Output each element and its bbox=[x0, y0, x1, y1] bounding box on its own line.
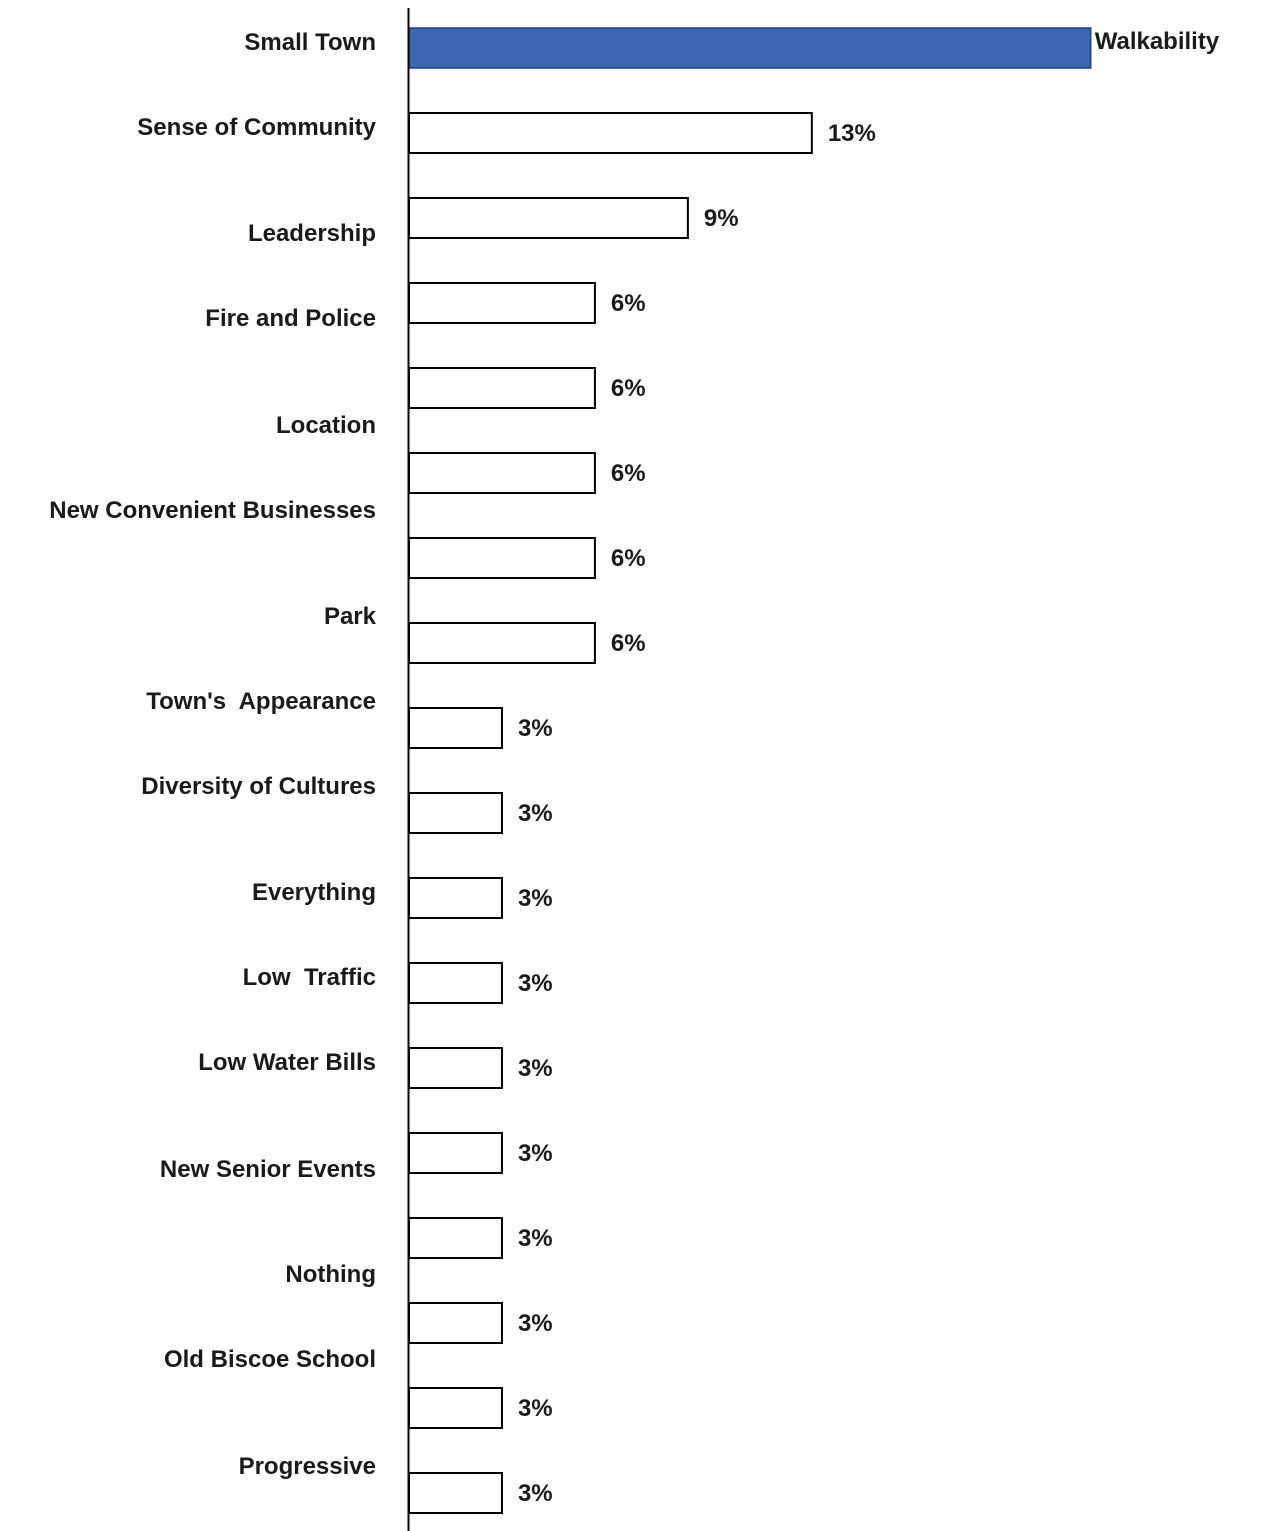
category-label: New Senior Events bbox=[160, 1156, 376, 1183]
bar bbox=[408, 962, 503, 1004]
category-label: Location bbox=[276, 412, 376, 439]
bar-value-label: 3% bbox=[518, 715, 553, 742]
category-label: Fire and Police bbox=[205, 305, 376, 332]
bar-value-label: 13% bbox=[828, 120, 876, 147]
bar bbox=[408, 112, 813, 154]
bar bbox=[408, 282, 596, 324]
category-label: Leadership bbox=[248, 220, 376, 247]
bar-value-label: 3% bbox=[518, 1310, 553, 1337]
category-label: Diversity of Cultures bbox=[141, 773, 376, 800]
bar bbox=[408, 452, 596, 494]
bar bbox=[408, 537, 596, 579]
category-label: Nothing bbox=[285, 1261, 376, 1288]
category-label: Sense of Community bbox=[137, 114, 376, 141]
category-label: Park bbox=[324, 603, 377, 630]
bar-value-label: 6% bbox=[611, 375, 646, 402]
bar-value-label: 3% bbox=[518, 1480, 553, 1507]
category-label: Everything bbox=[252, 879, 376, 906]
bar bbox=[408, 1132, 503, 1174]
bar bbox=[408, 367, 596, 409]
bar-value-label: 9% bbox=[704, 205, 739, 232]
bar bbox=[408, 707, 503, 749]
bar bbox=[408, 622, 596, 664]
bar-value-label: Walkability bbox=[1095, 28, 1220, 55]
category-labels: Small Town Sense of Community Leadership Fi… bbox=[49, 29, 376, 1480]
bar-value-label: 6% bbox=[611, 630, 646, 657]
category-label: New Convenient Businesses bbox=[49, 497, 376, 524]
bar bbox=[408, 1302, 503, 1344]
category-label: Town's Appearance bbox=[146, 688, 376, 715]
bar-value-label: 3% bbox=[518, 1225, 553, 1252]
bar-value-label: 3% bbox=[518, 1055, 553, 1082]
category-label: Low Water Bills bbox=[198, 1049, 376, 1076]
bar-value-label: 3% bbox=[518, 970, 553, 997]
category-label: Progressive bbox=[239, 1453, 376, 1480]
bar bbox=[408, 792, 503, 834]
bar-value-label: 3% bbox=[518, 885, 553, 912]
bar-value-label: 6% bbox=[611, 460, 646, 487]
bar-value-label: 3% bbox=[518, 1395, 553, 1422]
category-label: Low Traffic bbox=[243, 964, 376, 991]
bar bbox=[408, 1387, 503, 1429]
bar bbox=[408, 1217, 503, 1259]
highlight-bar bbox=[408, 27, 1092, 69]
bar bbox=[408, 1047, 503, 1089]
bar bbox=[408, 1472, 503, 1514]
value-labels: Walkability 13% 9% 6% 6% 6% 6% 6% 3% 3% 3% 3% 3% 3% 3%… bbox=[518, 28, 1220, 1507]
bar-value-label: 3% bbox=[518, 1140, 553, 1167]
category-label: Old Biscoe School bbox=[164, 1346, 376, 1373]
bar-value-label: 3% bbox=[518, 800, 553, 827]
bar bbox=[408, 197, 689, 239]
bar-value-label: 6% bbox=[611, 545, 646, 572]
bar bbox=[408, 877, 503, 919]
bar-value-label: 6% bbox=[611, 290, 646, 317]
category-label: Small Town bbox=[244, 29, 376, 56]
bars bbox=[408, 27, 1092, 1514]
